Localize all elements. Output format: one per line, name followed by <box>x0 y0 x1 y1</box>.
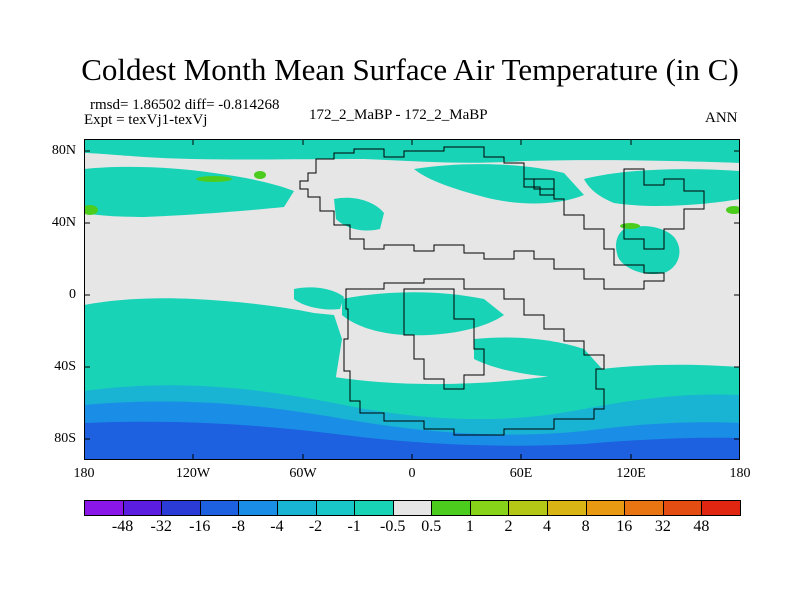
green-anomaly-east-edge <box>726 206 740 214</box>
lat-label-40n: 40N <box>51 215 76 230</box>
map-panel <box>84 139 740 460</box>
colorbar <box>84 500 741 518</box>
colorbar-swatch <box>624 500 664 516</box>
colorbar-swatch <box>469 500 510 516</box>
colorbar-label: 4 <box>543 518 552 535</box>
colorbar-swatch <box>701 500 741 516</box>
colorbar-label: -2 <box>308 518 323 535</box>
colorbar-label: 32 <box>654 518 671 535</box>
lat-label-0: 0 <box>69 287 76 302</box>
colorbar-swatch <box>508 500 549 516</box>
green-anomaly-west-edge <box>84 205 98 215</box>
colorbar-swatch <box>547 500 587 516</box>
colorbar-swatch <box>392 500 433 516</box>
chart-title: Coldest Month Mean Surface Air Temperatu… <box>81 52 739 87</box>
colorbar-swatch <box>199 500 240 516</box>
coastline-laurasia <box>299 146 665 290</box>
colorbar-swatch <box>315 500 356 516</box>
experiment-label: Expt = texVj1-texVj <box>84 112 208 128</box>
colorbar-label: 1 <box>465 518 474 535</box>
colorbar-label: -8 <box>231 518 245 535</box>
north-america-cool <box>334 197 384 231</box>
colorbar-label: 0.5 <box>421 518 442 535</box>
season-label: ANN <box>705 110 738 126</box>
colorbar-swatch <box>276 500 317 516</box>
stats-text: rmsd= 1.86502 diff= -0.814268 <box>90 97 280 113</box>
colorbar-label: -32 <box>150 518 172 535</box>
colorbar-swatch <box>84 500 124 516</box>
map-svg <box>84 139 740 460</box>
southern-deep-blue-band <box>84 421 740 460</box>
green-anomaly-pacific <box>196 176 232 182</box>
colorbar-label: 2 <box>504 518 513 535</box>
green-anomaly-east-asia <box>620 223 640 229</box>
north-atlantic-cool <box>414 164 584 204</box>
colorbar-swatch <box>585 500 626 516</box>
lon-label-180e: 180 <box>729 466 751 481</box>
colorbar-label: -0.5 <box>380 518 406 535</box>
colorbar-swatch <box>238 500 278 516</box>
lon-label-120w: 120W <box>175 466 211 481</box>
lat-label-80n: 80N <box>51 143 76 158</box>
indian-cool-region <box>474 337 604 377</box>
coastline-inner-block <box>403 288 485 390</box>
lon-label-0: 0 <box>408 466 416 481</box>
pacific-cool-patch <box>294 287 344 310</box>
central-band-cool <box>342 292 504 336</box>
colorbar-label: 16 <box>616 518 633 535</box>
coastline-east-block <box>523 178 555 196</box>
colorbar-label: 8 <box>581 518 590 535</box>
pacific-cool-region <box>84 298 342 391</box>
lon-label-60e: 60E <box>509 466 533 481</box>
map-ticks <box>84 139 740 460</box>
coastline-gondwana <box>343 278 605 436</box>
asia-cool <box>584 169 740 206</box>
colorbar-label: -16 <box>189 518 211 535</box>
coastline-asia-east <box>623 168 705 250</box>
case-label: 172_2_MaBP - 172_2_MaBP <box>309 107 488 123</box>
colorbar-swatch <box>431 500 471 516</box>
colorbar-label: -4 <box>270 518 284 535</box>
lat-label-80s: 80S <box>54 431 76 446</box>
colorbar-label: 48 <box>693 518 710 535</box>
lon-label-180w: 180 <box>73 466 95 481</box>
lon-label-60w: 60W <box>289 466 317 481</box>
colorbar-swatch <box>122 500 163 516</box>
colorbar-swatch <box>354 500 394 516</box>
colorbar-label: -48 <box>111 518 134 535</box>
north-pacific-cool <box>84 166 294 217</box>
colorbar-label: -1 <box>347 518 361 535</box>
green-anomaly-alaska <box>254 171 266 179</box>
colorbar-swatch <box>662 500 703 516</box>
colorbar-swatch <box>161 500 201 516</box>
lat-label-40s: 40S <box>54 359 76 374</box>
lon-label-120e: 120E <box>616 466 646 481</box>
